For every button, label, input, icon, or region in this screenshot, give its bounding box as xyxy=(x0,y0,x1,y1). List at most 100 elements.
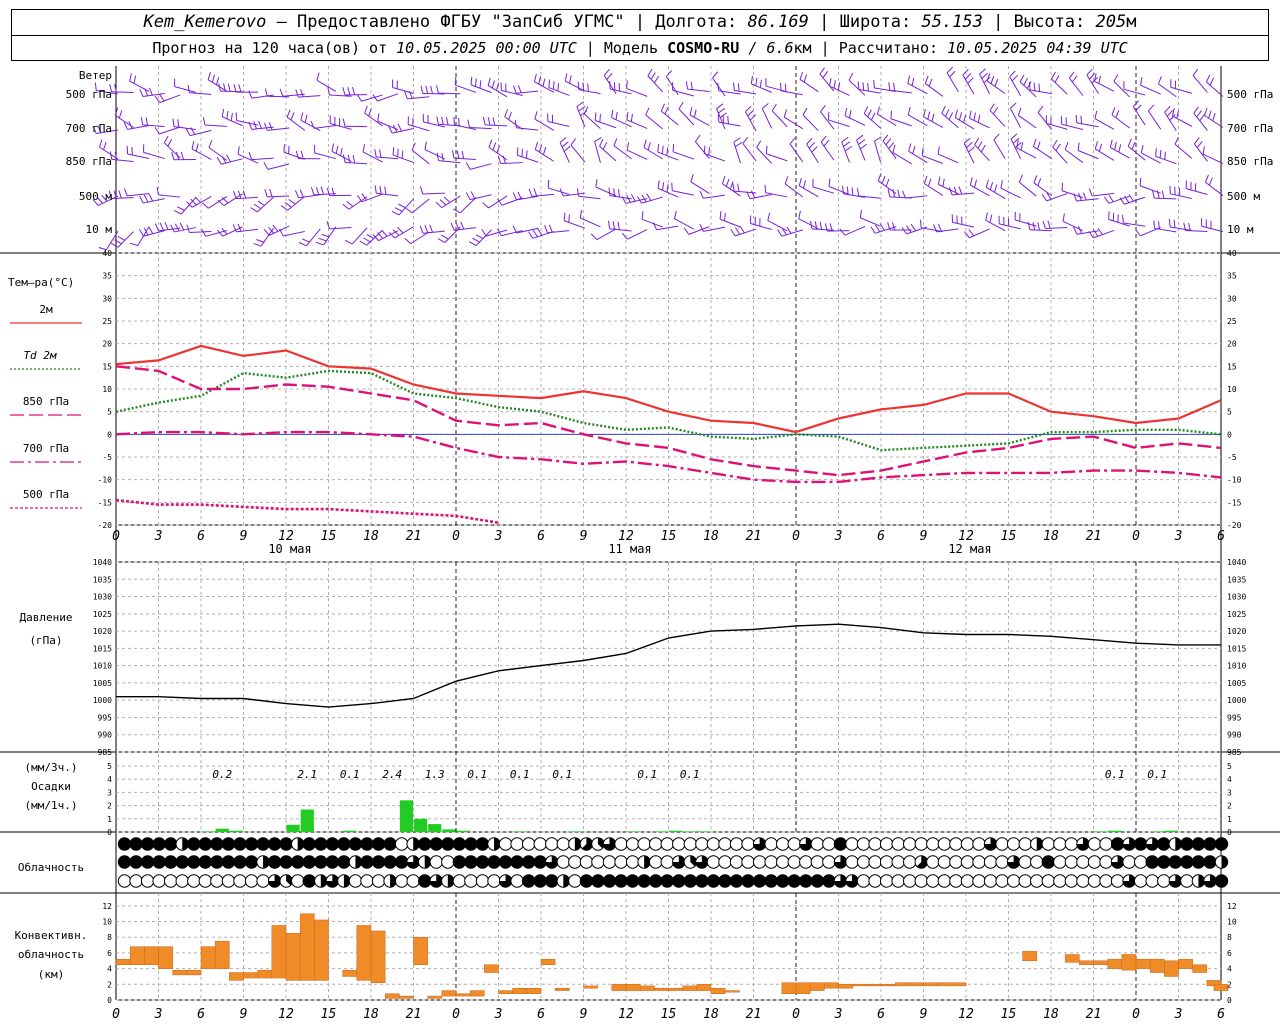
wind-barb xyxy=(641,218,663,228)
cloud-fill xyxy=(494,837,501,851)
cloud-symbol xyxy=(140,837,155,851)
wind-barb-flag xyxy=(537,228,543,236)
day-label: 12 мая xyxy=(948,542,991,556)
wind-level-label: 500 м xyxy=(79,190,112,203)
cloud-circle xyxy=(371,874,386,888)
cloud-symbol xyxy=(672,855,686,869)
wind-barb xyxy=(1170,193,1192,199)
wind-barb xyxy=(487,85,508,98)
cloud-symbol xyxy=(475,855,490,869)
wind-barb-flag xyxy=(577,81,580,90)
forecast-time: 10.05.2025 00:00 UTC xyxy=(396,39,577,57)
cloud-symbol xyxy=(117,874,132,888)
x-tick-label: 0 xyxy=(1132,529,1140,544)
wind-barb xyxy=(454,124,477,130)
conv-title-2: облачность xyxy=(18,948,84,961)
wind-barb-flag xyxy=(504,109,508,117)
wind-barb xyxy=(251,157,274,161)
cloud-fill xyxy=(563,874,570,888)
cloud-symbol xyxy=(556,837,570,851)
wind-barb-flag xyxy=(398,203,406,209)
cloud-fill xyxy=(690,855,697,867)
wind-barb-flag xyxy=(733,137,741,143)
wind-barb-flag xyxy=(207,72,211,80)
cloud-symbol xyxy=(279,874,293,888)
wind-barb-flag xyxy=(798,177,802,186)
x-tick-label: 21 xyxy=(406,529,422,544)
cloud-fill xyxy=(245,855,258,869)
wind-barb-flag xyxy=(374,149,377,158)
conv-tick: 4 xyxy=(107,965,112,974)
precip-bar xyxy=(697,831,711,832)
cloud-symbol xyxy=(418,874,432,888)
wind-barb xyxy=(174,86,196,93)
cloud-fill xyxy=(603,837,616,851)
wind-barb-flag xyxy=(163,135,169,144)
conv-bar xyxy=(866,984,882,987)
wind-barb-flag xyxy=(1018,174,1023,183)
cloud-symbol xyxy=(1168,837,1183,851)
wind-barb-flag xyxy=(602,142,608,150)
wind-barb xyxy=(688,226,710,235)
wind-barb-flag xyxy=(718,107,726,114)
wind-barb-flag xyxy=(1010,133,1018,140)
temp-tick: -5 xyxy=(102,453,112,462)
cloud-circle xyxy=(360,874,374,888)
conv-bar xyxy=(1178,958,1193,969)
wind-barb-flag xyxy=(969,177,973,186)
wind-barb-flag xyxy=(750,75,753,84)
cloud-symbol xyxy=(579,855,594,869)
cloud-circle xyxy=(995,855,1009,869)
cloud-circle xyxy=(1087,837,1102,851)
wind-barb xyxy=(907,114,928,127)
wind-barb-flag xyxy=(1037,178,1042,186)
wind-barb-flag xyxy=(647,68,653,76)
x-tick-label-bottom: 21 xyxy=(1086,1007,1102,1022)
cloud-symbol xyxy=(926,837,940,851)
wind-barb-flag xyxy=(742,136,749,144)
wind-level-label-right: 500 м xyxy=(1227,190,1260,203)
cloud-fill xyxy=(1203,874,1217,888)
cloud-symbol xyxy=(845,855,859,869)
cloud-circle xyxy=(1053,855,1067,869)
x-tick-label: 21 xyxy=(746,529,762,544)
wind-barb xyxy=(890,118,912,127)
cloud-fill xyxy=(1180,855,1194,869)
lon-value: 86.169 xyxy=(747,12,809,32)
wind-barb xyxy=(936,228,959,233)
x-tick-label-bottom: 18 xyxy=(363,1007,379,1022)
cloud-fill xyxy=(545,874,558,888)
wind-barb-flag xyxy=(1208,110,1212,119)
wind-barb-flag xyxy=(641,194,647,203)
wind-barb-flag xyxy=(870,112,876,121)
wind-barb xyxy=(969,118,990,129)
cloud-fill xyxy=(1180,837,1194,851)
wind-barb-flag xyxy=(962,114,967,123)
wind-barb-flag xyxy=(114,107,119,116)
wind-barb xyxy=(843,193,866,198)
wind-barb-flag xyxy=(331,187,335,196)
wind-barb xyxy=(1193,112,1208,131)
cloud-symbol xyxy=(337,874,351,888)
wind-barb-flag xyxy=(377,232,384,239)
wind-barb-flag xyxy=(1041,193,1048,202)
wind-barb-flag xyxy=(867,109,872,118)
wind-barb xyxy=(687,88,710,92)
wind-barb-flag xyxy=(263,122,268,131)
wind-barb xyxy=(377,93,399,102)
wind-barb-flag xyxy=(340,147,343,156)
wind-barb xyxy=(127,125,150,130)
wind-barb-flag xyxy=(910,223,917,232)
wind-barb-flag xyxy=(594,137,602,142)
conv-bar xyxy=(115,958,131,965)
wind-barb xyxy=(812,186,835,194)
cloud-circle xyxy=(648,855,663,869)
cloud-symbol xyxy=(591,855,605,869)
cloud-circle xyxy=(1145,874,1159,888)
wind-barb xyxy=(783,116,804,130)
wind-barb-flag xyxy=(856,134,864,141)
wind-barb xyxy=(611,117,632,128)
temp-tick: -20 xyxy=(98,521,113,530)
cloud-fill xyxy=(695,874,709,888)
wind-barb-flag xyxy=(1121,215,1124,224)
